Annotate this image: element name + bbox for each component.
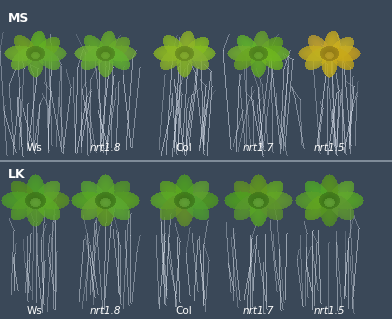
Text: Ws: Ws <box>27 143 43 153</box>
Text: Col: Col <box>176 143 192 153</box>
Text: Ws: Ws <box>27 306 43 316</box>
Text: LK: LK <box>8 168 25 181</box>
Text: nrt1.7: nrt1.7 <box>242 143 274 153</box>
Text: MS: MS <box>8 12 29 25</box>
Text: Col: Col <box>176 306 192 316</box>
Text: nrt1.8: nrt1.8 <box>89 143 121 153</box>
Text: nrt1.5: nrt1.5 <box>313 143 345 153</box>
Text: nrt1.5: nrt1.5 <box>313 306 345 316</box>
Text: nrt1.7: nrt1.7 <box>242 306 274 316</box>
Text: nrt1.8: nrt1.8 <box>89 306 121 316</box>
